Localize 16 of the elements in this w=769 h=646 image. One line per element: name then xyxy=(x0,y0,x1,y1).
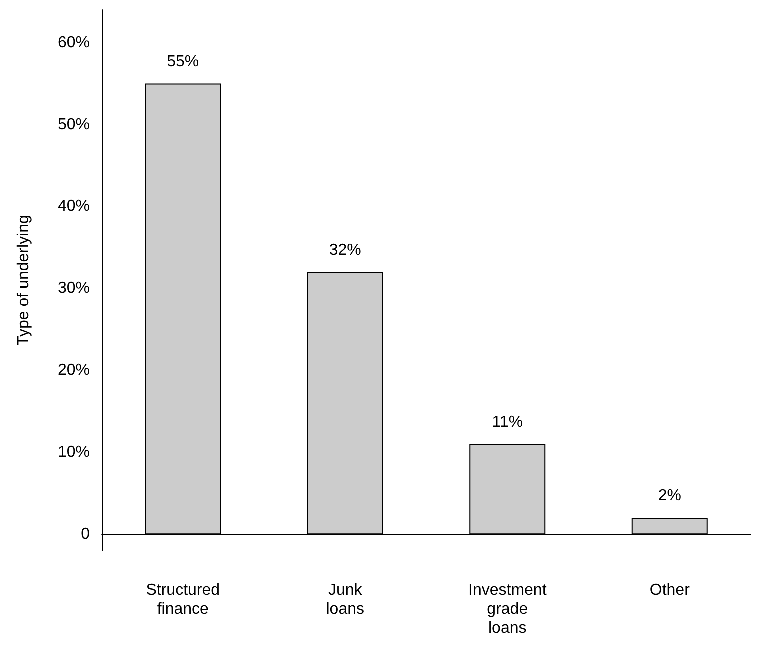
y-tick-label: 0 xyxy=(81,526,90,544)
data-label: 55% xyxy=(167,53,200,70)
y-tick-label: 50% xyxy=(58,116,90,134)
x-tick-label: Other xyxy=(650,582,691,599)
x-tick-label: Investment grade loans xyxy=(468,582,548,637)
x-tick-label: Junk loans xyxy=(326,582,364,618)
y-tick-label: 40% xyxy=(58,198,90,216)
y-tick-label: 20% xyxy=(58,362,90,380)
data-label: 32% xyxy=(329,242,362,259)
y-tick-label: 30% xyxy=(58,280,90,298)
y-tick-label: 60% xyxy=(58,34,90,52)
data-label: 11% xyxy=(492,414,524,431)
data-label: 2% xyxy=(658,488,682,505)
y-axis-title: Type of underlying xyxy=(16,215,32,346)
x-tick-label: Structured finance xyxy=(146,582,220,618)
y-tick-label: 10% xyxy=(58,444,90,462)
